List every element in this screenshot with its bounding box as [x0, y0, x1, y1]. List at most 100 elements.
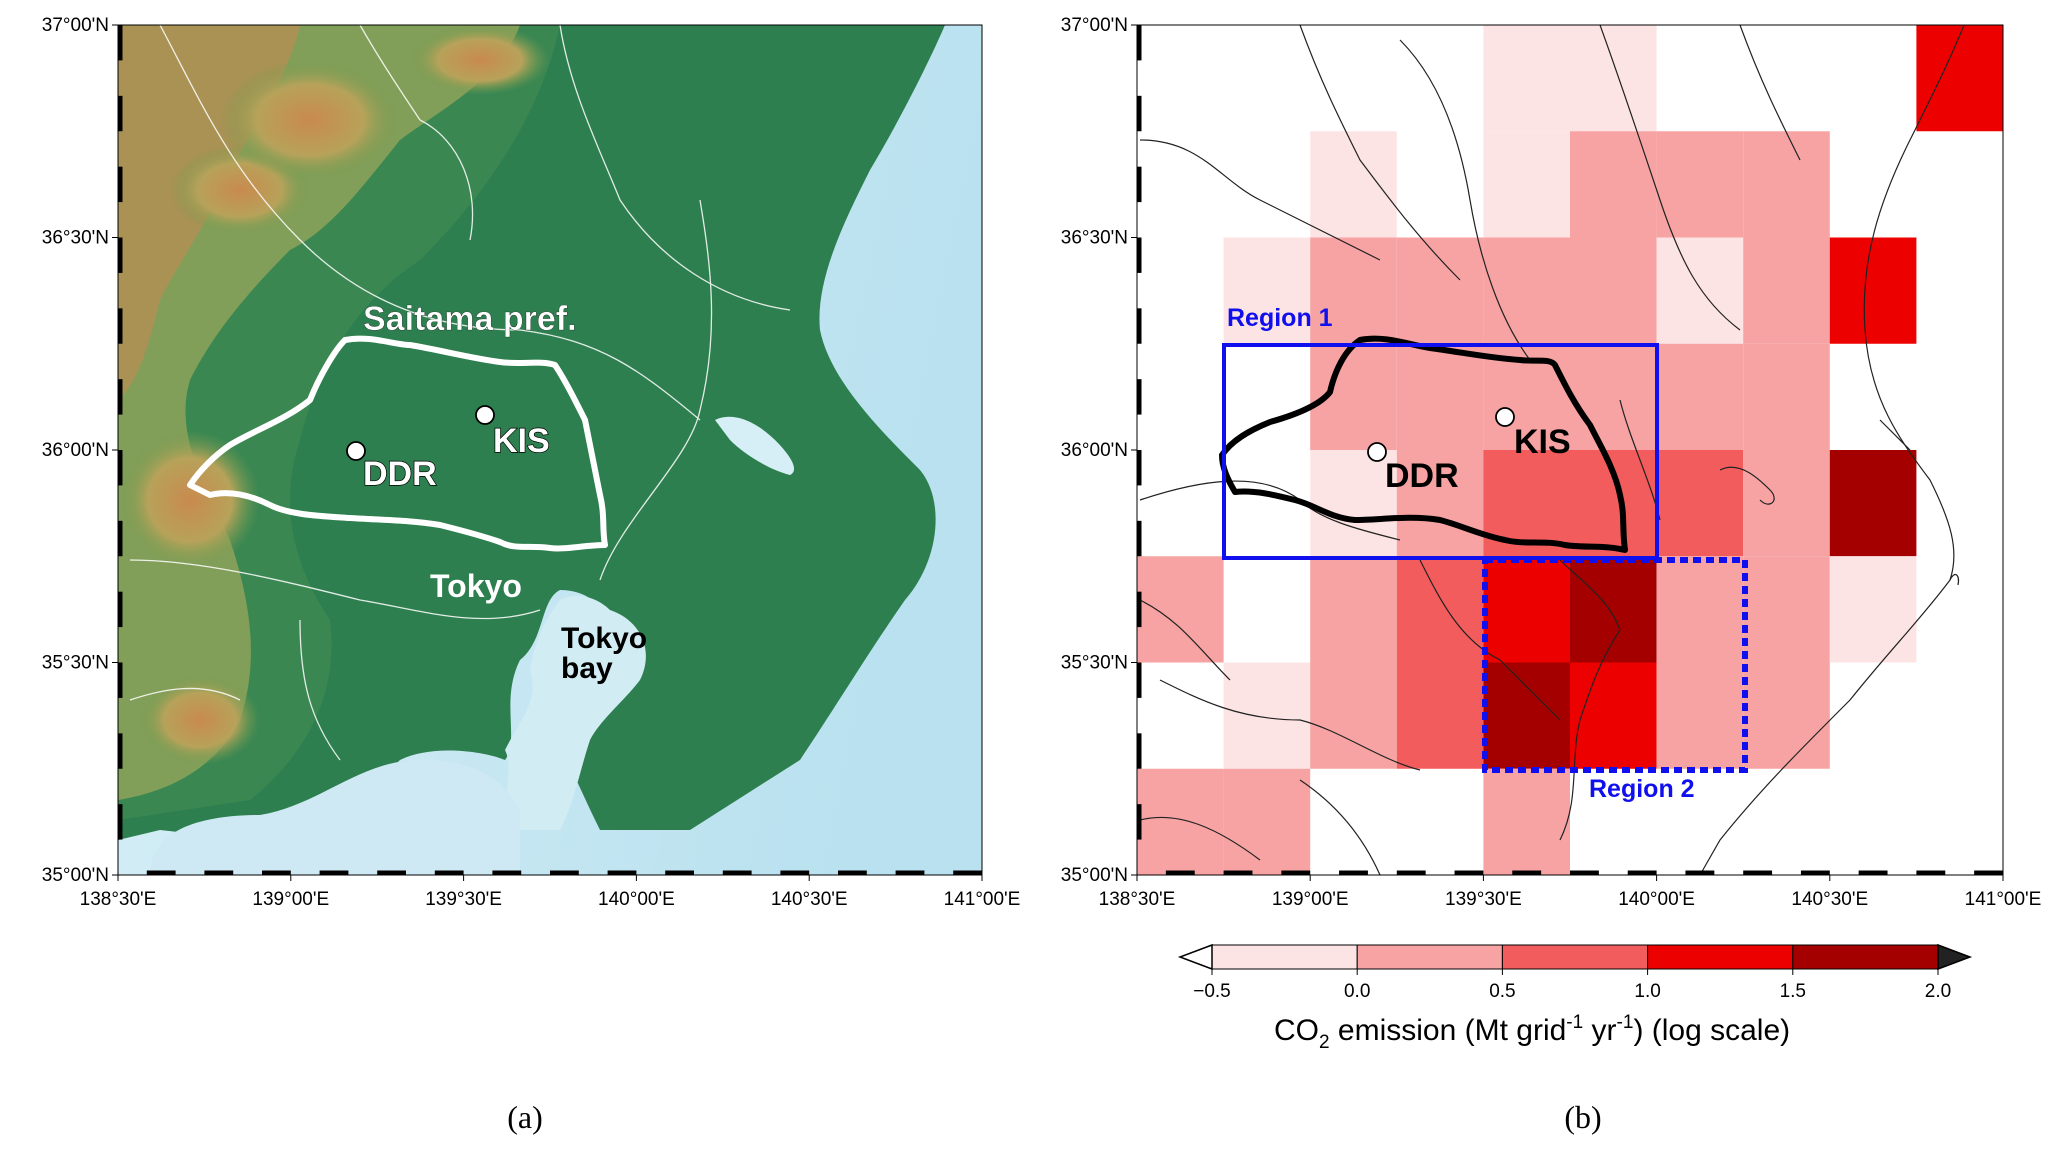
heatmap-cell — [1570, 237, 1657, 344]
lat-tick-label: 36°30'N — [1061, 228, 1128, 249]
region-1-box — [1222, 343, 1659, 560]
tokyo-label: Tokyo — [430, 568, 522, 604]
saitama-label: Saitama pref. — [363, 300, 577, 338]
heatmap-cell — [1656, 131, 1744, 238]
mountain-area-nikko — [410, 25, 550, 95]
colorbar-title: CO2 emission (Mt grid-1 yr-1) (log scale… — [1274, 1012, 1790, 1053]
heatmap-cell — [1223, 768, 1311, 875]
saitama-outline-b — [1219, 335, 1628, 553]
lon-tick-label: 140°30'E — [1791, 889, 1868, 910]
lon-tick-label: 138°30'E — [80, 889, 157, 910]
saitama-outline — [187, 335, 608, 552]
colorbar-tick-label: 0.0 — [1344, 981, 1370, 1002]
colorbar-segment — [1501, 944, 1649, 970]
colorbar-tick-label: 0.5 — [1489, 981, 1515, 1002]
colorbar-tick-label: −0.5 — [1193, 981, 1231, 1002]
heatmap-cell — [1137, 768, 1224, 875]
lon-tick-label: 140°00'E — [1618, 889, 1695, 910]
lon-tick-label: 141°00'E — [944, 889, 1021, 910]
panel-a-map: Saitama pref. DDR KIS Tokyo Tokyo bay — [118, 25, 982, 875]
lon-tick-label: 139°00'E — [1272, 889, 1349, 910]
region-1-label: Region 1 — [1227, 304, 1333, 332]
heatmap-cell — [1137, 556, 1224, 663]
kis-label: KIS — [493, 422, 550, 460]
ddr-site-marker — [346, 441, 366, 461]
colorbar-segment — [1211, 944, 1358, 970]
heatmap-cell — [1396, 450, 1484, 557]
lat-tick-label: 35°00'N — [42, 865, 109, 886]
heatmap-cell — [1570, 556, 1657, 663]
heatmap-cell — [1570, 131, 1657, 238]
heatmap-cell — [1656, 556, 1744, 663]
colorbar-high-extension — [1937, 943, 1973, 971]
colorbar-segment — [1792, 944, 1939, 970]
heatmap-cell — [1743, 556, 1830, 663]
heatmap-cell — [1310, 556, 1397, 663]
region-2-label: Region 2 — [1589, 775, 1695, 803]
heatmap-cell — [1743, 450, 1830, 557]
lat-tick-label: 35°00'N — [1061, 865, 1128, 886]
heatmap-cell — [1483, 768, 1570, 875]
colorbar-low-extension — [1177, 943, 1213, 971]
heatmap-cell — [1916, 25, 2003, 132]
heatmap-cell — [1396, 662, 1484, 769]
emission-heatmap — [1137, 25, 2003, 875]
heatmap-cell — [1743, 662, 1830, 769]
heatmap-cell — [1396, 237, 1484, 344]
tokyo-bay-label-line1: Tokyo — [561, 622, 647, 655]
colorbar-ticks: −0.5 0.0 0.5 1.0 1.5 2.0 — [1193, 969, 1951, 1002]
lon-tick-label: 139°30'E — [425, 889, 502, 910]
heatmap-cell — [1570, 343, 1657, 450]
colorbar-tick-label: 1.5 — [1780, 981, 1806, 1002]
heatmap-cell — [1829, 450, 1917, 557]
lat-tick-label: 36°30'N — [42, 228, 109, 249]
lat-tick-label: 37°00'N — [1061, 15, 1128, 36]
heatmap-cell — [1829, 556, 1917, 663]
heatmap-cell — [1743, 343, 1830, 450]
heatmap-cell — [1743, 237, 1830, 344]
heatmap-cell — [1310, 662, 1397, 769]
heatmap-cell — [1570, 25, 1657, 132]
heatmap-cell — [1396, 343, 1484, 450]
lon-tick-label: 140°00'E — [598, 889, 675, 910]
heatmap-cell — [1310, 131, 1397, 238]
heatmap-cell — [1483, 662, 1570, 769]
colorbar-segment — [1647, 944, 1794, 970]
prefecture-boundaries — [129, 25, 791, 761]
tokyo-bay-water — [505, 595, 646, 830]
mountain-area-north-2 — [220, 60, 400, 180]
lat-tick-label: 36°00'N — [42, 440, 109, 461]
mountain-fuji-area — [140, 675, 260, 765]
lake-kasumigaura — [715, 416, 795, 475]
colorbar: −0.5 0.0 0.5 1.0 1.5 2.0 CO2 emission (Mt gri… — [1177, 943, 1973, 1053]
tokyo-bay-label-line2: bay — [561, 652, 613, 685]
colorbar-segment — [1356, 944, 1503, 970]
caption-a: (a) — [507, 1099, 543, 1135]
heatmap-cell — [1223, 662, 1311, 769]
ddr-label-b: DDR — [1385, 457, 1459, 495]
lat-tick-label: 35°30'N — [1061, 653, 1128, 674]
caption-b: (b) — [1564, 1099, 1601, 1135]
lat-tick-label: 37°00'N — [42, 15, 109, 36]
colorbar-tick-label: 1.0 — [1634, 981, 1660, 1002]
sagami-bay-water — [150, 760, 520, 875]
heatmap-cell — [1656, 662, 1744, 769]
heatmap-cell — [1310, 450, 1397, 557]
colorbar-segments — [1177, 943, 1973, 971]
heatmap-cell — [1483, 237, 1570, 344]
heatmap-cell — [1396, 556, 1484, 663]
lat-tick-label: 35°30'N — [42, 653, 109, 674]
kis-site-marker-b — [1495, 407, 1515, 427]
heatmap-cell — [1743, 131, 1830, 238]
heatmap-cell — [1656, 237, 1744, 344]
lon-tick-label: 140°30'E — [771, 889, 848, 910]
heatmap-cell — [1570, 662, 1657, 769]
axes-layer: 37°00'N 36°30'N 36°00'N 35°30'N 35°00'N 138°3… — [42, 15, 2042, 910]
heatmap-cell — [1483, 556, 1570, 663]
heatmap-cell — [1223, 237, 1311, 344]
colorbar-tick-label: 2.0 — [1925, 981, 1951, 1002]
heatmap-cell — [1310, 237, 1397, 344]
heatmap-cell — [1483, 25, 1570, 132]
ddr-label: DDR — [363, 455, 437, 493]
